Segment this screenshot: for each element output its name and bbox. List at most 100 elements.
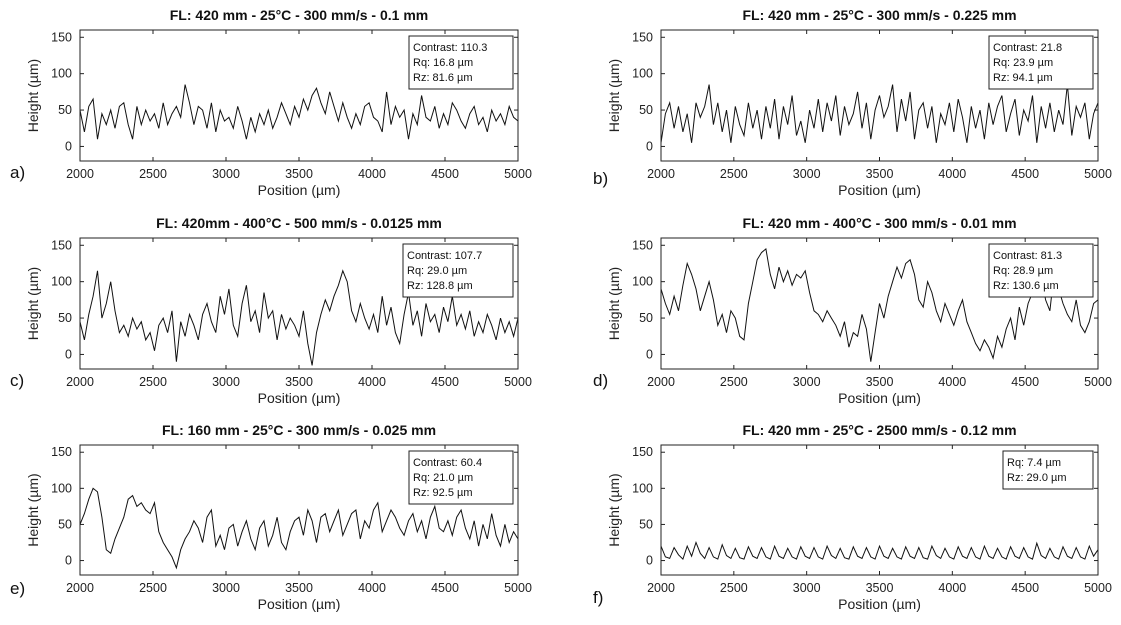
stat-text: Contrast: 107.7 (407, 250, 482, 262)
chart-title: FL: 420mm - 400°C - 500 mm/s - 0.0125 mm (156, 215, 442, 231)
x-tick-label: 3000 (212, 167, 240, 181)
x-tick-label: 4500 (431, 167, 459, 181)
x-tick-label: 4500 (431, 375, 459, 389)
stats-box: Rq: 7.4 µm Rz: 29.0 µm (1002, 450, 1094, 490)
x-tick-label: 5000 (1084, 581, 1112, 595)
stat-text: Rq: 23.9 µm (993, 57, 1053, 69)
stat-text: Rq: 16.8 µm (413, 57, 473, 69)
stat-text: Rq: 29.0 µm (407, 265, 467, 277)
stats-box-frame (1002, 450, 1094, 490)
x-axis-label: Position (µm) (838, 390, 921, 406)
y-tick-label: 50 (639, 103, 653, 117)
x-tick-label: 3000 (793, 167, 821, 181)
y-axis-label: Height (µm) (606, 267, 622, 340)
stat-text: Rz: 130.6 µm (993, 280, 1059, 292)
y-tick-label: 100 (632, 67, 653, 81)
stats-box: Contrast: 107.7 Rq: 29.0 µm Rz: 128.8 µm (402, 243, 514, 298)
x-tick-label: 4500 (431, 581, 459, 595)
stat-text: Rz: 81.6 µm (413, 72, 473, 84)
y-tick-label: 150 (51, 445, 72, 459)
stats-box-frame (402, 243, 514, 298)
y-tick-label: 50 (639, 517, 653, 531)
x-tick-label: 2500 (139, 581, 167, 595)
y-tick-label: 0 (646, 347, 653, 361)
x-tick-label: 4000 (938, 375, 966, 389)
stat-text: Rq: 21.0 µm (413, 472, 473, 484)
y-tick-label: 100 (51, 481, 72, 495)
stats-box: Contrast: 21.8 Rq: 23.9 µm Rz: 94.1 µm (988, 35, 1094, 90)
chart-title: FL: 420 mm - 25°C - 300 mm/s - 0.225 mm (742, 7, 1016, 23)
profile-line (661, 247, 1098, 362)
stat-text: Rz: 29.0 µm (1007, 472, 1067, 484)
x-tick-label: 2500 (720, 167, 748, 181)
stat-text: Contrast: 81.3 (993, 250, 1062, 262)
profile-line (80, 84, 518, 140)
y-tick-label: 0 (65, 554, 72, 568)
y-tick-label: 150 (51, 238, 72, 252)
x-tick-label: 3000 (212, 375, 240, 389)
profile-line (661, 84, 1098, 143)
panel-a: FL: 420 mm - 25°C - 300 mm/s - 0.1 mm 200… (10, 7, 532, 198)
y-tick-label: 50 (58, 311, 72, 325)
y-tick-label: 150 (632, 238, 653, 252)
y-tick-label: 50 (58, 517, 72, 531)
stats-box-frame (408, 450, 514, 505)
y-tick-label: 150 (632, 445, 653, 459)
y-axis-label: Height (µm) (606, 473, 622, 546)
x-tick-label: 4500 (1011, 581, 1039, 595)
x-tick-label: 3500 (866, 581, 894, 595)
x-tick-label: 3500 (866, 375, 894, 389)
x-tick-label: 4000 (938, 167, 966, 181)
stats-box: Contrast: 110.3 Rq: 16.8 µm Rz: 81.6 µm (408, 35, 514, 90)
x-tick-label: 3500 (285, 167, 313, 181)
x-tick-label: 2000 (66, 581, 94, 595)
x-tick-label: 3500 (285, 375, 313, 389)
x-tick-label: 2500 (720, 581, 748, 595)
x-tick-label: 2500 (139, 375, 167, 389)
stats-box-frame (988, 35, 1094, 90)
panel-e: FL: 160 mm - 25°C - 300 mm/s - 0.025 mm 2… (10, 422, 532, 612)
y-axis-label: Height (µm) (25, 59, 41, 132)
panel-label: a) (10, 163, 25, 182)
chart-title: FL: 420 mm - 400°C - 300 mm/s - 0.01 mm (742, 215, 1016, 231)
y-tick-label: 150 (51, 30, 72, 44)
stats-box-frame (408, 35, 514, 90)
stat-text: Rq: 7.4 µm (1007, 457, 1061, 469)
chart-title: FL: 420 mm - 25°C - 2500 mm/s - 0.12 mm (742, 422, 1016, 438)
x-axis-label: Position (µm) (258, 390, 341, 406)
x-tick-label: 4000 (358, 581, 386, 595)
panel-c: FL: 420mm - 400°C - 500 mm/s - 0.0125 mm… (10, 215, 532, 406)
panel-d: FL: 420 mm - 400°C - 300 mm/s - 0.01 mm 2… (593, 215, 1112, 406)
stat-text: Rq: 28.9 µm (993, 265, 1053, 277)
y-tick-label: 50 (639, 311, 653, 325)
y-axis-label: Height (µm) (606, 59, 622, 132)
y-tick-label: 0 (646, 554, 653, 568)
x-axis-label: Position (µm) (258, 182, 341, 198)
y-axis-label: Height (µm) (25, 473, 41, 546)
stats-box: Contrast: 60.4 Rq: 21.0 µm Rz: 92.5 µm (408, 450, 514, 505)
profile-line (661, 541, 1098, 561)
x-tick-label: 3000 (793, 581, 821, 595)
y-axis-label: Height (µm) (25, 267, 41, 340)
x-axis-label: Position (µm) (258, 596, 341, 612)
profile-line (80, 269, 518, 366)
stats-box-frame (988, 243, 1094, 298)
x-tick-label: 2000 (647, 581, 675, 595)
stat-text: Rz: 128.8 µm (407, 280, 473, 292)
x-tick-label: 2000 (66, 167, 94, 181)
x-axis-label: Position (µm) (838, 182, 921, 198)
x-tick-label: 5000 (1084, 167, 1112, 181)
stats-box: Contrast: 81.3 Rq: 28.9 µm Rz: 130.6 µm (988, 243, 1094, 298)
panel-label: f) (593, 588, 603, 607)
panel-label: e) (10, 579, 25, 598)
x-tick-label: 3500 (285, 581, 313, 595)
stat-text: Contrast: 60.4 (413, 457, 482, 469)
chart-title: FL: 160 mm - 25°C - 300 mm/s - 0.025 mm (162, 422, 436, 438)
stat-text: Rz: 92.5 µm (413, 487, 473, 499)
y-tick-label: 100 (632, 481, 653, 495)
x-tick-label: 3500 (866, 167, 894, 181)
stat-text: Contrast: 21.8 (993, 42, 1062, 54)
y-tick-label: 100 (51, 275, 72, 289)
x-tick-label: 2500 (720, 375, 748, 389)
